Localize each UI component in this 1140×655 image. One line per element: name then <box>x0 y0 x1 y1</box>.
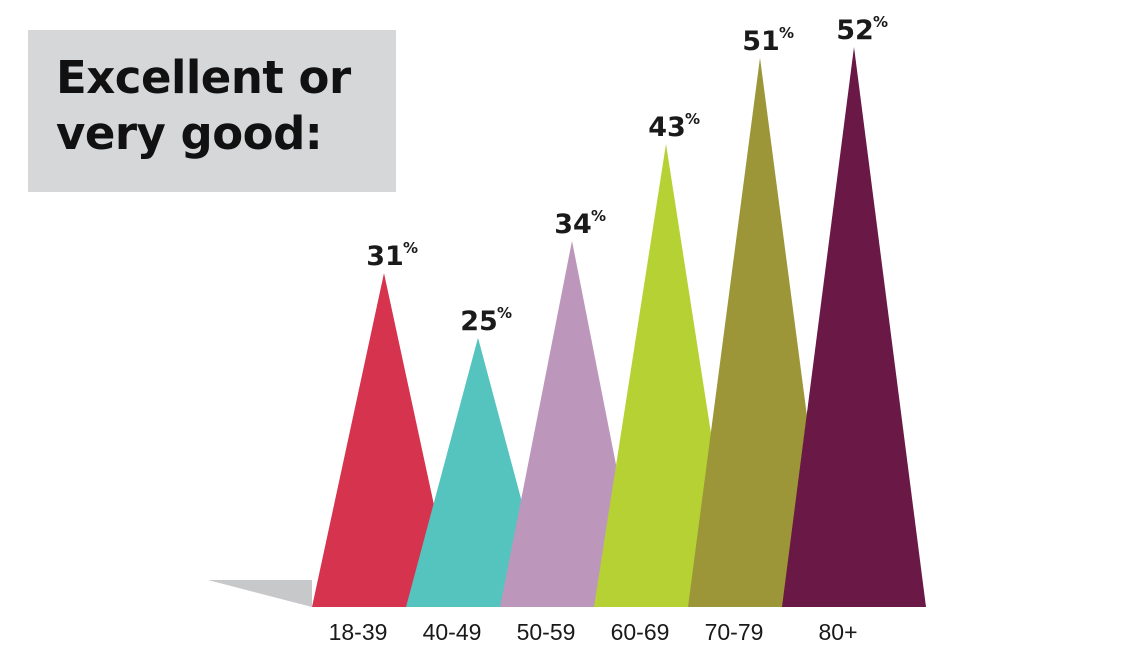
value-label-18-39: 31 <box>366 241 404 272</box>
chart-title-line-1: Excellent or <box>56 51 351 104</box>
percent-sign-60-69: % <box>685 110 700 128</box>
category-label-40-49: 40-49 <box>423 619 482 645</box>
percent-sign-40-49: % <box>497 304 512 322</box>
value-label-70-79: 51 <box>742 26 780 57</box>
peak-18-39 <box>312 273 456 607</box>
peak-80+ <box>782 47 926 607</box>
percent-sign-80+: % <box>873 13 888 31</box>
category-label-70-79: 70-79 <box>705 619 764 645</box>
chart-title: Excellent or very good: <box>56 50 386 162</box>
ground-shadow <box>208 580 312 607</box>
category-label-60-69: 60-69 <box>611 619 670 645</box>
category-label-18-39: 18-39 <box>329 619 388 645</box>
peak-70-79 <box>688 57 832 608</box>
peak-50-59 <box>500 240 644 607</box>
value-label-60-69: 43 <box>648 112 686 143</box>
peaks-group <box>312 47 926 608</box>
value-label-80+: 52 <box>836 15 874 46</box>
percent-sign-50-59: % <box>591 207 606 225</box>
category-label-80+: 80+ <box>818 619 857 645</box>
percent-sign-70-79: % <box>779 24 794 42</box>
labels-group: 31 % 18-39 25 % 40-49 34 % 50-59 43 % 60-69 51 % 70-79… <box>329 13 888 645</box>
value-label-40-49: 25 <box>460 306 498 337</box>
category-label-50-59: 50-59 <box>517 619 576 645</box>
percent-sign-18-39: % <box>403 239 418 257</box>
value-label-50-59: 34 <box>554 209 592 240</box>
chart-title-line-2: very good: <box>56 107 323 160</box>
peak-60-69 <box>594 143 738 607</box>
chart-title-box: Excellent or very good: <box>28 30 396 192</box>
